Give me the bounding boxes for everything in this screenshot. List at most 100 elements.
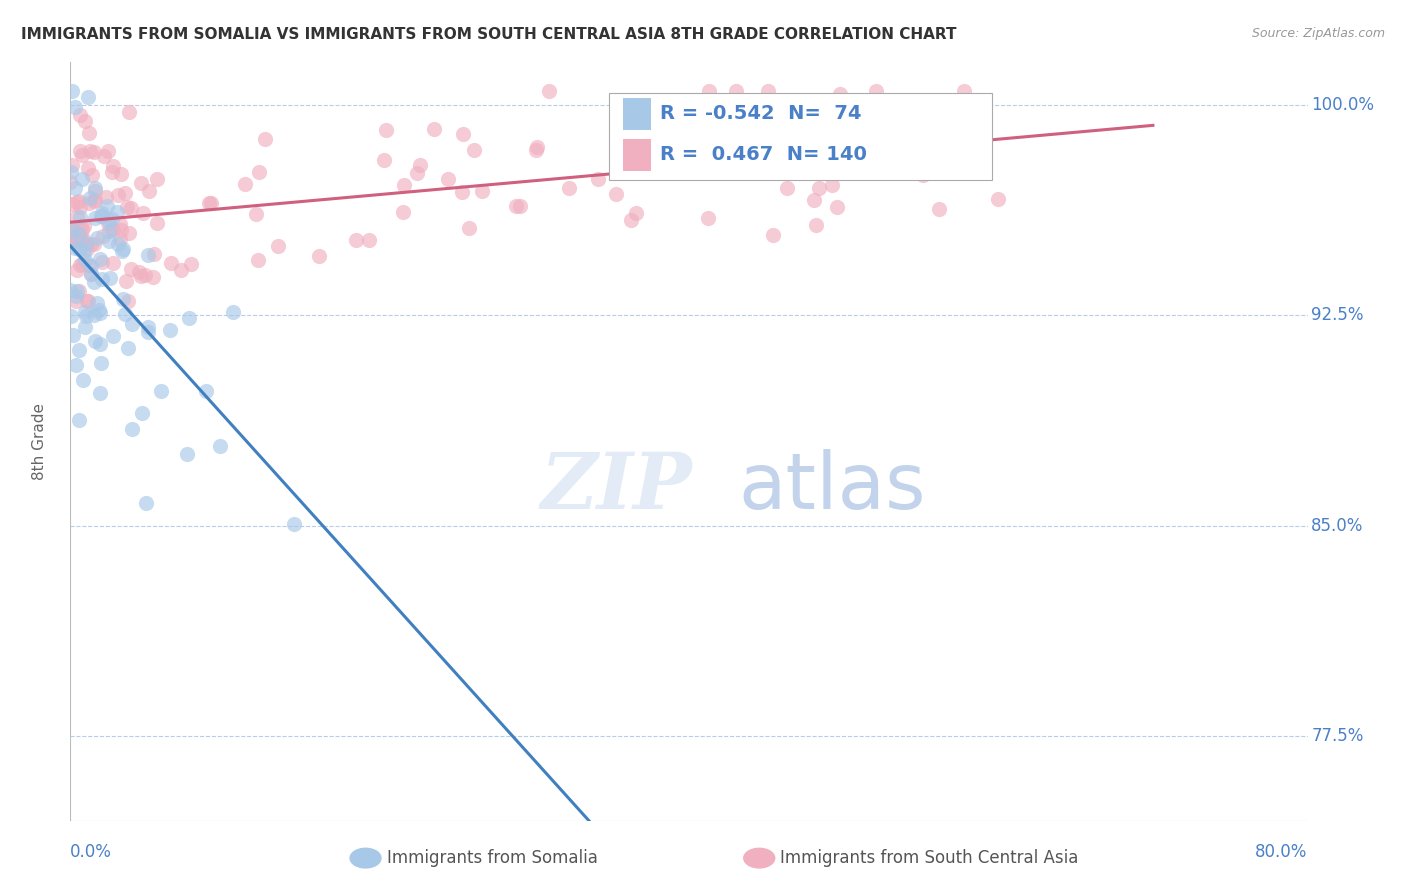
Point <box>77 195 100 210</box>
Point <box>131 406 153 420</box>
Point <box>803 193 825 207</box>
Point <box>131 269 153 284</box>
Point <box>451 127 474 141</box>
Point <box>91 209 114 223</box>
Point <box>83 194 105 208</box>
Point <box>101 165 124 179</box>
Point <box>436 171 458 186</box>
Point <box>77 161 100 176</box>
Point <box>828 87 851 101</box>
Point <box>801 112 824 127</box>
Point <box>626 206 648 220</box>
Point <box>471 184 494 198</box>
Point <box>756 83 779 97</box>
Point <box>59 165 82 179</box>
Text: 100.0%: 100.0% <box>1312 95 1374 113</box>
Point <box>101 222 124 236</box>
Point <box>83 184 105 198</box>
Point <box>59 222 82 236</box>
Point <box>733 153 755 168</box>
Point <box>697 83 720 97</box>
Point <box>198 195 221 210</box>
Point <box>375 123 398 137</box>
Point <box>391 205 413 219</box>
Point <box>120 201 142 215</box>
Point <box>66 227 89 242</box>
Point <box>128 265 150 279</box>
Point <box>803 139 825 153</box>
Point <box>67 194 90 208</box>
Point <box>136 320 159 334</box>
Point <box>176 447 198 461</box>
Point <box>59 175 82 189</box>
Point <box>75 237 97 252</box>
Point <box>537 83 560 97</box>
Text: 8th Grade: 8th Grade <box>32 403 46 480</box>
Point <box>83 145 105 160</box>
Point <box>865 83 887 97</box>
Point <box>72 373 94 387</box>
Point <box>76 294 98 309</box>
Point <box>110 232 132 246</box>
Point <box>117 200 139 214</box>
Point <box>91 272 114 286</box>
Point <box>80 259 103 273</box>
Point <box>67 413 90 427</box>
Point <box>118 105 141 120</box>
Point <box>558 180 581 194</box>
Point <box>159 256 181 270</box>
Point <box>283 516 305 531</box>
Point <box>101 328 124 343</box>
Point <box>142 269 165 284</box>
Point <box>111 244 134 258</box>
Text: Immigrants from Somalia: Immigrants from Somalia <box>387 849 598 867</box>
Point <box>724 83 747 97</box>
Point <box>107 237 129 252</box>
Point <box>987 192 1010 206</box>
Point <box>253 131 276 145</box>
Point <box>928 202 950 217</box>
Point <box>90 255 112 269</box>
Point <box>91 206 114 220</box>
Point <box>70 223 93 237</box>
Point <box>111 293 134 307</box>
Text: R = -0.542  N=  74: R = -0.542 N= 74 <box>661 104 862 123</box>
Point <box>524 143 547 157</box>
Point <box>889 113 911 128</box>
Point <box>83 211 105 226</box>
Point <box>235 178 257 192</box>
Point <box>180 256 202 270</box>
Text: 77.5%: 77.5% <box>1312 727 1364 746</box>
Point <box>91 229 114 244</box>
Point <box>953 83 976 97</box>
Point <box>63 181 86 195</box>
Point <box>60 234 83 248</box>
Point <box>118 226 141 240</box>
Point <box>110 223 132 237</box>
Text: 92.5%: 92.5% <box>1312 306 1364 324</box>
Point <box>804 219 827 233</box>
Point <box>82 169 104 183</box>
Point <box>357 233 380 247</box>
Point <box>762 228 785 243</box>
Point <box>60 196 83 211</box>
Point <box>526 140 548 154</box>
Point <box>308 249 330 263</box>
Point <box>177 310 200 325</box>
Point <box>73 219 96 233</box>
Point <box>77 258 100 272</box>
Point <box>79 191 101 205</box>
Point <box>59 222 82 236</box>
Point <box>83 193 105 207</box>
Point <box>149 384 172 398</box>
Point <box>83 275 105 289</box>
Point <box>97 224 120 238</box>
Point <box>101 159 124 173</box>
Point <box>101 256 124 270</box>
Point <box>620 213 643 227</box>
Point <box>145 171 167 186</box>
Text: Immigrants from South Central Asia: Immigrants from South Central Asia <box>780 849 1078 867</box>
Point <box>84 181 107 195</box>
Point <box>111 242 134 256</box>
Point <box>107 188 129 202</box>
